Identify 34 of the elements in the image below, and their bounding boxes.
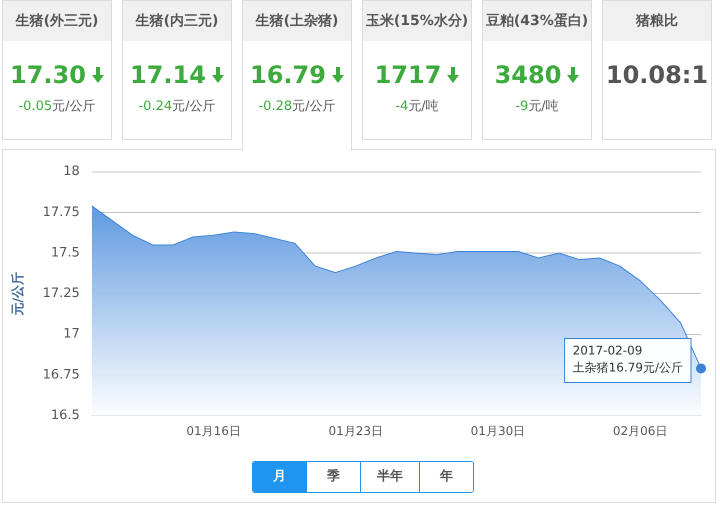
- y-tick-label: 17.75: [42, 204, 80, 220]
- x-tick-label: 01月30日: [470, 424, 526, 438]
- y-tick-label: 16.75: [42, 367, 80, 382]
- x-tick-label: 01月16日: [186, 424, 241, 438]
- text: -9元/吨: [514, 98, 560, 115]
- text: 1717: [374, 61, 442, 89]
- text: 季: [306, 462, 360, 492]
- category-label: 生猪(外三元): [3, 1, 111, 41]
- text: 月: [253, 462, 306, 492]
- category-label: 玉米(15%水分): [363, 1, 471, 41]
- y-tick-label: 17.25: [42, 286, 80, 302]
- text: 17.30: [10, 61, 86, 89]
- y-tick-label: 17.5: [50, 245, 80, 260]
- text: 17.14: [130, 61, 206, 89]
- category-label: 猪粮比: [603, 1, 711, 41]
- text: 半年: [360, 462, 419, 492]
- annotation: 2017-02-09 土杂猪16.79元/公斤: [572, 344, 684, 375]
- y-tick-label: 17: [63, 326, 80, 342]
- text: 3480: [494, 61, 562, 89]
- text: 16.79: [250, 61, 326, 89]
- category-label: 豆粕(43%蛋白): [483, 1, 591, 41]
- x-tick-label: 01月23日: [328, 424, 384, 438]
- text: -0.05元/公斤: [17, 98, 97, 115]
- category-label: 生猪(内三元): [123, 1, 231, 41]
- text: 10.08:1: [606, 61, 708, 89]
- text: -0.24元/公斤: [137, 98, 217, 115]
- category-label: 生猪(土杂猪): [243, 1, 351, 41]
- y-tick-label: 18: [63, 164, 80, 180]
- y-axis-title: 元/公斤: [10, 272, 26, 317]
- text: -4元/吨: [394, 98, 440, 115]
- text: -0.28元/公斤: [257, 98, 337, 115]
- y-tick-label: 16.5: [50, 408, 80, 423]
- text: 年: [419, 462, 473, 492]
- x-tick-label: 02月06日: [612, 424, 668, 438]
